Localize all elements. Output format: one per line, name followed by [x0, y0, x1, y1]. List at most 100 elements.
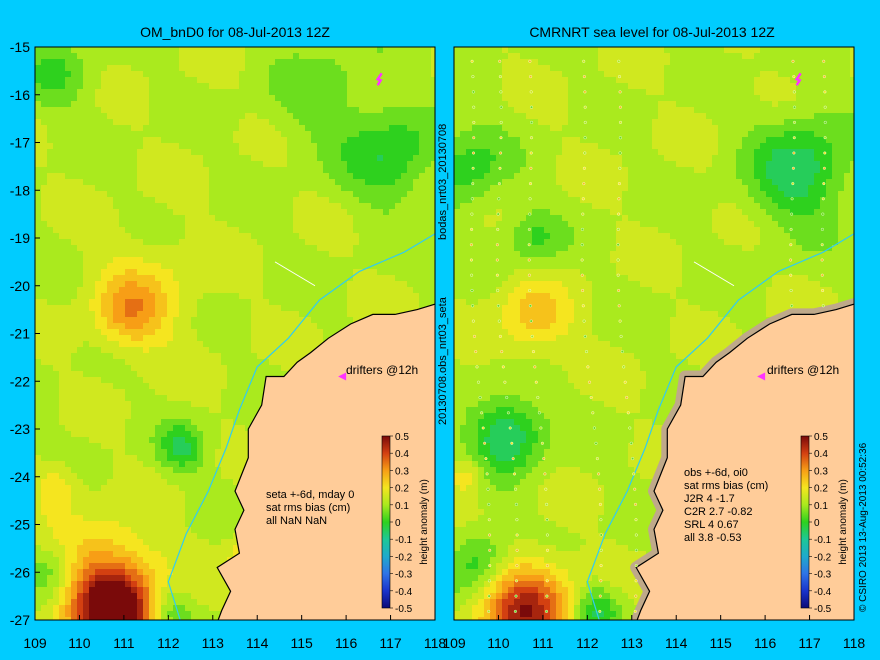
field-cell	[239, 53, 246, 60]
field-cell	[281, 131, 288, 138]
field-cell	[245, 395, 252, 402]
field-cell	[239, 407, 246, 414]
field-cell	[59, 131, 66, 138]
field-cell	[167, 47, 174, 54]
field-cell	[137, 377, 144, 384]
field-cell	[227, 221, 234, 228]
field-cell	[341, 143, 348, 150]
field-cell	[179, 125, 186, 132]
field-cell	[179, 107, 186, 114]
field-cell	[191, 467, 198, 474]
field-cell	[233, 467, 240, 474]
field-cell	[239, 107, 246, 114]
field-cell	[275, 59, 282, 66]
field-cell	[365, 275, 372, 282]
field-cell	[155, 443, 162, 450]
field-cell	[137, 479, 144, 486]
field-cell	[113, 437, 120, 444]
field-cell	[65, 137, 72, 144]
field-cell	[389, 245, 396, 252]
field-cell	[89, 119, 96, 126]
field-cell	[209, 419, 216, 426]
field-cell	[377, 47, 384, 54]
field-cell	[395, 71, 402, 78]
field-cell	[365, 131, 372, 138]
field-cell	[179, 419, 186, 426]
field-cell	[47, 65, 54, 72]
field-cell	[233, 179, 240, 186]
field-cell	[161, 131, 168, 138]
field-cell	[149, 71, 156, 78]
field-cell	[191, 287, 198, 294]
field-cell	[101, 479, 108, 486]
field-cell	[329, 245, 336, 252]
field-cell	[395, 281, 402, 288]
field-cell	[215, 377, 222, 384]
field-cell	[311, 269, 318, 276]
field-cell	[137, 65, 144, 72]
field-cell	[131, 437, 138, 444]
field-cell	[281, 281, 288, 288]
field-cell	[35, 293, 42, 300]
field-cell	[155, 143, 162, 150]
field-cell	[425, 89, 432, 96]
field-cell	[401, 305, 408, 312]
field-cell	[197, 191, 204, 198]
field-cell	[47, 389, 54, 396]
field-cell	[413, 95, 420, 102]
field-cell	[149, 125, 156, 132]
field-cell	[161, 491, 168, 498]
field-cell	[227, 203, 234, 210]
field-cell	[59, 143, 66, 150]
field-cell	[407, 239, 414, 246]
field-cell	[35, 239, 42, 246]
field-cell	[341, 101, 348, 108]
field-cell	[143, 191, 150, 198]
field-cell	[305, 293, 312, 300]
field-cell	[401, 245, 408, 252]
field-cell	[227, 323, 234, 330]
field-cell	[251, 119, 258, 126]
field-cell	[53, 365, 60, 372]
field-cell	[101, 485, 108, 492]
field-cell	[71, 371, 78, 378]
field-cell	[257, 53, 264, 60]
field-cell	[281, 125, 288, 132]
field-cell	[191, 371, 198, 378]
field-cell	[425, 95, 432, 102]
field-cell	[131, 395, 138, 402]
field-cell	[347, 173, 354, 180]
field-cell	[167, 407, 174, 414]
field-cell	[263, 305, 270, 312]
field-cell	[131, 149, 138, 156]
field-cell	[83, 425, 90, 432]
field-cell	[191, 299, 198, 306]
field-cell	[65, 413, 72, 420]
field-cell	[35, 155, 42, 162]
field-cell	[371, 203, 378, 210]
field-cell	[317, 137, 324, 144]
field-cell	[107, 371, 114, 378]
field-cell	[179, 83, 186, 90]
field-cell	[293, 275, 300, 282]
field-cell	[203, 383, 210, 390]
field-cell	[77, 443, 84, 450]
field-cell	[107, 119, 114, 126]
field-cell	[227, 371, 234, 378]
field-cell	[299, 179, 306, 186]
field-cell	[275, 77, 282, 84]
field-cell	[161, 107, 168, 114]
field-cell	[239, 329, 246, 336]
field-cell	[47, 431, 54, 438]
field-cell	[59, 71, 66, 78]
field-cell	[269, 71, 276, 78]
field-cell	[215, 467, 222, 474]
field-cell	[317, 77, 324, 84]
field-cell	[347, 167, 354, 174]
field-cell	[41, 353, 48, 360]
field-cell	[317, 59, 324, 66]
field-cell	[401, 197, 408, 204]
field-cell	[335, 209, 342, 216]
field-cell	[59, 239, 66, 246]
field-cell	[185, 125, 192, 132]
